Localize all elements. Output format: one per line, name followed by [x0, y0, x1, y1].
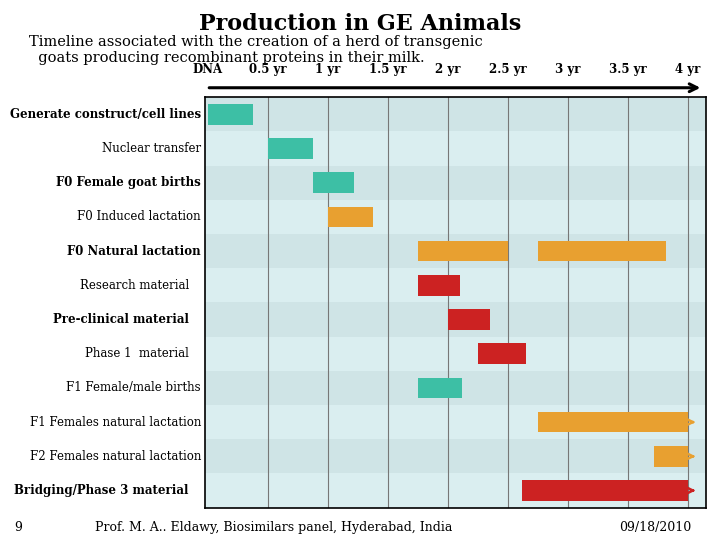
Text: goats producing recombinant proteins in their milk.: goats producing recombinant proteins in … — [29, 51, 424, 65]
Bar — [522, 480, 688, 501]
Bar — [205, 200, 706, 234]
Bar — [205, 474, 706, 508]
Bar — [205, 234, 706, 268]
Text: F0 Induced lactation: F0 Induced lactation — [78, 211, 201, 224]
Bar — [477, 343, 526, 364]
Text: 1 yr: 1 yr — [315, 64, 341, 77]
Bar — [328, 207, 373, 227]
Text: 3 yr: 3 yr — [555, 64, 580, 77]
Bar — [205, 166, 706, 200]
Bar — [205, 97, 706, 131]
Text: 2.5 yr: 2.5 yr — [489, 64, 526, 77]
Bar — [313, 172, 354, 193]
Text: 09/18/2010: 09/18/2010 — [619, 521, 691, 534]
Bar — [418, 377, 462, 398]
Bar — [448, 309, 490, 330]
Bar — [538, 241, 666, 261]
Text: 0.5 yr: 0.5 yr — [249, 64, 287, 77]
Text: 9: 9 — [14, 521, 22, 534]
Text: Research material: Research material — [79, 279, 189, 292]
Bar — [205, 371, 706, 405]
Text: Nuclear transfer: Nuclear transfer — [102, 142, 201, 155]
Text: F1 Female/male births: F1 Female/male births — [66, 381, 201, 394]
Bar — [205, 268, 706, 302]
Text: F1 Females natural lactation: F1 Females natural lactation — [30, 416, 201, 429]
Text: Timeline associated with the creation of a herd of transgenic: Timeline associated with the creation of… — [29, 35, 482, 49]
Text: F0 Female goat births: F0 Female goat births — [56, 176, 201, 189]
Text: 2 yr: 2 yr — [435, 64, 460, 77]
Text: 1.5 yr: 1.5 yr — [369, 64, 406, 77]
Text: F0 Natural lactation: F0 Natural lactation — [68, 245, 201, 258]
Text: Pre-clinical material: Pre-clinical material — [53, 313, 189, 326]
Bar — [205, 405, 706, 439]
Bar — [205, 302, 706, 336]
Text: Generate construct/cell lines: Generate construct/cell lines — [10, 108, 201, 121]
Text: 4 yr: 4 yr — [675, 64, 701, 77]
Text: Bridging/Phase 3 material: Bridging/Phase 3 material — [14, 484, 189, 497]
Text: DNA: DNA — [192, 64, 222, 77]
Bar — [418, 241, 508, 261]
Bar — [268, 138, 313, 159]
Bar — [205, 336, 706, 371]
Bar — [205, 439, 706, 474]
Bar — [654, 446, 688, 467]
Text: F2 Females natural lactation: F2 Females natural lactation — [30, 450, 201, 463]
Text: Production in GE Animals: Production in GE Animals — [199, 14, 521, 36]
Text: 3.5 yr: 3.5 yr — [608, 64, 647, 77]
Text: Prof. M. A.. Eldawy, Biosimilars panel, Hyderabad, India: Prof. M. A.. Eldawy, Biosimilars panel, … — [95, 521, 452, 534]
Bar — [418, 275, 459, 295]
Bar — [538, 412, 688, 433]
Bar — [205, 131, 706, 166]
Bar — [207, 104, 253, 125]
Text: Phase 1  material: Phase 1 material — [85, 347, 189, 360]
